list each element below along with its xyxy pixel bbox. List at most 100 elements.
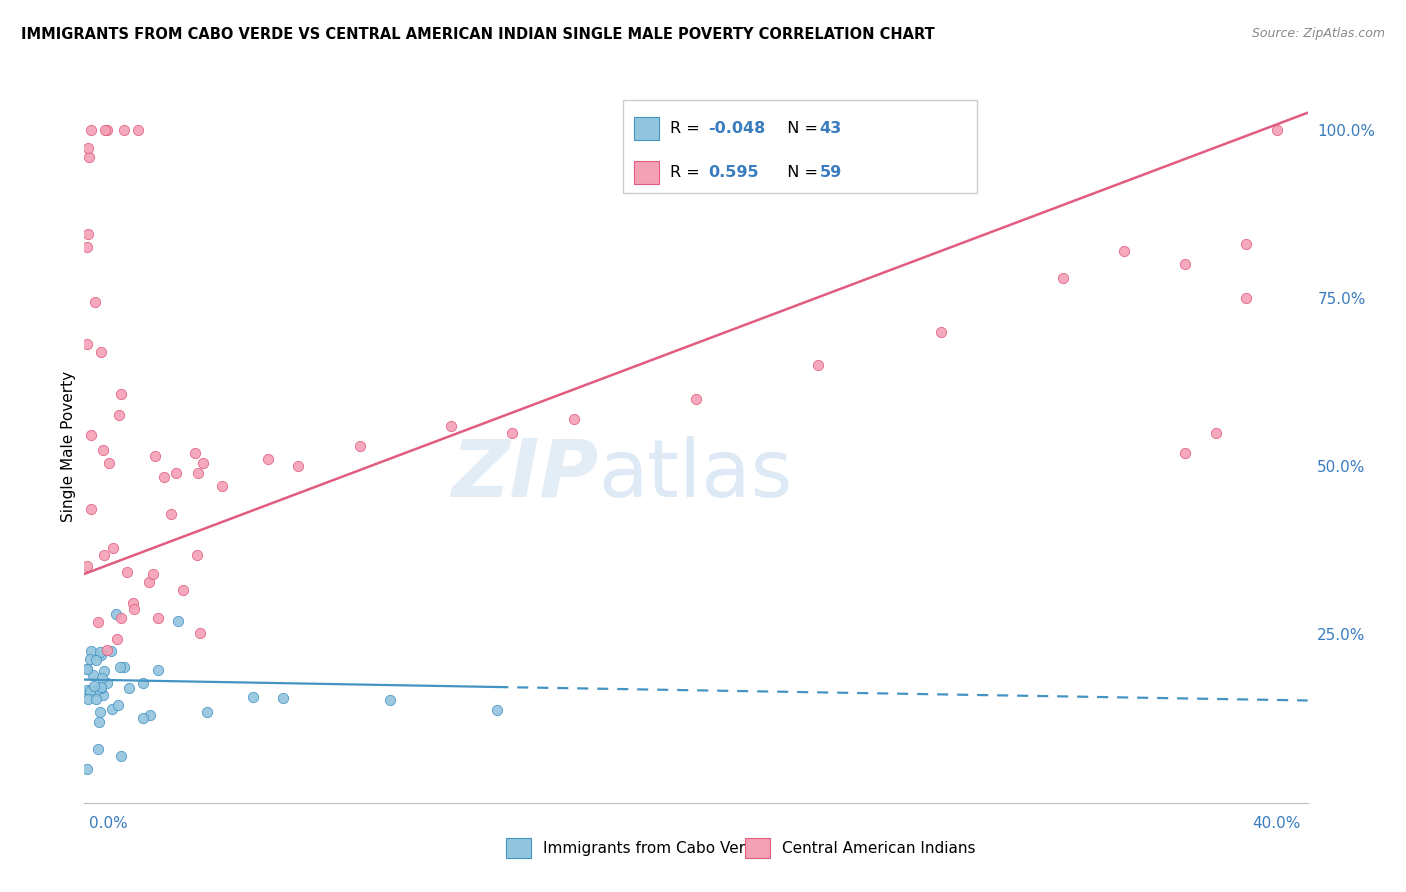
Point xyxy=(807,358,830,372)
Point xyxy=(101,701,124,715)
Point xyxy=(107,698,129,712)
Point xyxy=(83,294,105,309)
Point xyxy=(80,684,103,698)
Point xyxy=(84,653,107,667)
Point xyxy=(76,663,98,677)
Point xyxy=(79,428,101,442)
Point xyxy=(146,664,169,678)
Point xyxy=(79,652,101,666)
Point xyxy=(1265,122,1288,136)
Point xyxy=(87,615,110,629)
Point xyxy=(1114,244,1136,258)
Point xyxy=(1205,425,1227,440)
Point xyxy=(76,692,98,706)
Point xyxy=(110,748,132,763)
Point xyxy=(76,762,98,776)
Text: 0.595: 0.595 xyxy=(709,165,759,179)
Point xyxy=(143,450,166,464)
Text: 0.0%: 0.0% xyxy=(89,816,128,831)
Point xyxy=(440,418,463,433)
Point xyxy=(93,665,115,679)
Point xyxy=(486,703,509,717)
Point xyxy=(80,644,103,658)
Point xyxy=(127,122,149,136)
Point xyxy=(94,122,117,136)
Point xyxy=(188,626,211,640)
Point xyxy=(159,507,181,521)
Point xyxy=(172,583,194,598)
Text: N =: N = xyxy=(778,121,824,136)
Point xyxy=(1236,237,1258,252)
Point xyxy=(124,601,146,615)
Point xyxy=(118,681,141,695)
Point xyxy=(186,548,208,562)
Text: ZIP: ZIP xyxy=(451,435,598,514)
Point xyxy=(142,567,165,582)
Text: -0.048: -0.048 xyxy=(709,121,766,136)
Point xyxy=(89,706,111,720)
Point xyxy=(90,344,112,359)
Point xyxy=(112,660,135,674)
Point xyxy=(110,611,132,625)
Point xyxy=(132,711,155,725)
Text: N =: N = xyxy=(778,165,824,179)
Text: 40.0%: 40.0% xyxy=(1253,816,1301,831)
Point xyxy=(77,151,100,165)
Point xyxy=(187,466,209,480)
Point xyxy=(83,679,105,693)
Point xyxy=(76,240,98,254)
Point xyxy=(122,596,145,610)
Point xyxy=(132,676,155,690)
Point xyxy=(76,559,98,574)
Point xyxy=(380,692,402,706)
Point xyxy=(76,683,98,698)
Point xyxy=(91,443,114,458)
Point xyxy=(79,684,101,698)
Point xyxy=(101,541,124,556)
Point xyxy=(685,392,707,406)
Y-axis label: Single Male Poverty: Single Male Poverty xyxy=(60,370,76,522)
Point xyxy=(349,439,371,453)
Point xyxy=(87,714,110,729)
Point xyxy=(80,122,103,136)
Text: Immigrants from Cabo Verde: Immigrants from Cabo Verde xyxy=(543,841,763,856)
Point xyxy=(166,614,188,628)
Point xyxy=(89,645,111,659)
Point xyxy=(929,325,952,339)
Point xyxy=(82,668,104,682)
Point xyxy=(502,425,524,440)
Point xyxy=(100,643,122,657)
Point xyxy=(90,648,112,662)
Point xyxy=(77,141,100,155)
Point xyxy=(193,456,215,470)
Point xyxy=(108,660,131,674)
Point xyxy=(152,470,174,484)
Point xyxy=(211,479,233,493)
Text: Source: ZipAtlas.com: Source: ZipAtlas.com xyxy=(1251,27,1385,40)
Point xyxy=(1052,270,1074,285)
Text: atlas: atlas xyxy=(598,435,793,514)
Point xyxy=(195,705,218,719)
Text: R =: R = xyxy=(671,165,716,179)
Point xyxy=(96,642,118,657)
Point xyxy=(1236,291,1258,305)
Point xyxy=(1174,257,1197,271)
Point xyxy=(112,122,135,136)
Point xyxy=(98,456,121,470)
Point xyxy=(84,683,107,698)
Point xyxy=(146,611,169,625)
Text: Central American Indians: Central American Indians xyxy=(782,841,976,856)
Point xyxy=(96,676,118,690)
Point xyxy=(77,227,100,241)
Point xyxy=(80,501,103,516)
Point xyxy=(165,466,187,480)
Point xyxy=(76,662,98,676)
Point xyxy=(139,708,162,723)
Point xyxy=(108,409,131,423)
Point xyxy=(105,632,128,647)
Point xyxy=(104,607,127,622)
Point xyxy=(87,742,110,756)
Point xyxy=(96,122,118,136)
Point xyxy=(84,692,107,706)
Point xyxy=(91,671,114,685)
